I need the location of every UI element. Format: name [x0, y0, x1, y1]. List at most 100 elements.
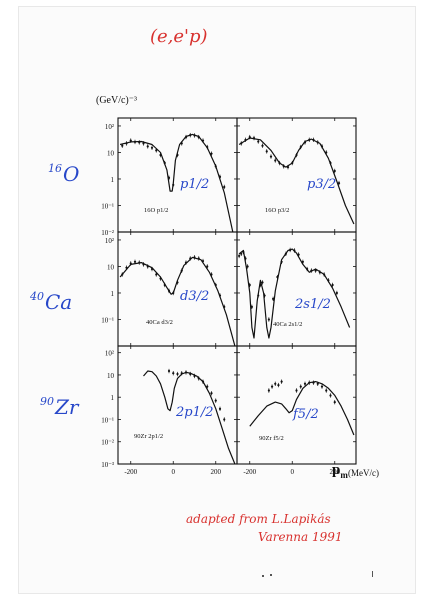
data-point	[163, 283, 166, 287]
state-label: 40Ca d3/2	[146, 319, 173, 326]
data-point	[244, 257, 247, 260]
data-point	[159, 153, 162, 157]
data-point	[325, 389, 328, 392]
data-point	[286, 166, 290, 169]
x-tick-label: 200	[330, 468, 341, 476]
data-point	[133, 260, 137, 263]
data-point	[277, 383, 280, 387]
y-axis-units: (GeV/c)⁻³	[96, 95, 138, 106]
state-label: 90Zr 2p1/2	[134, 433, 163, 440]
x-tick-label: 200	[211, 468, 222, 476]
data-point	[138, 261, 141, 264]
data-point	[155, 273, 158, 276]
x-tick-label: -200	[124, 468, 137, 476]
panel-frame	[236, 345, 357, 465]
data-point	[142, 263, 145, 266]
theory-curve	[119, 133, 234, 233]
data-point	[172, 183, 175, 186]
panel-row1-left: 10² 10 1 10⁻¹ 10⁻² 16O p1/2 p1/2	[101, 117, 238, 237]
data-point	[308, 381, 311, 384]
data-point	[214, 283, 217, 287]
data-point	[316, 141, 319, 144]
data-point	[197, 257, 200, 260]
data-point	[306, 267, 309, 271]
data-point	[278, 161, 281, 165]
data-point	[193, 134, 196, 137]
data-point	[218, 407, 222, 410]
data-point	[242, 250, 245, 254]
y-tick-label: 10⁻¹	[101, 416, 114, 424]
panel-row3-right: -200 0 200 90Zr f5/2 f5/2	[236, 345, 357, 476]
data-point	[325, 151, 328, 154]
nucleus-mass: 90	[40, 395, 54, 408]
data-point	[280, 260, 283, 263]
x-axis-units: (MeV/c)	[348, 468, 379, 478]
nucleus-label-zr90: 90Zr	[40, 395, 78, 419]
data-point	[327, 279, 330, 282]
data-point	[240, 142, 243, 145]
data-point	[276, 275, 279, 279]
data-point	[272, 297, 275, 300]
data-point	[284, 252, 287, 255]
data-point	[167, 369, 171, 373]
missing-momentum-label: pm	[332, 462, 348, 480]
data-point	[312, 138, 315, 141]
handwritten-state-label: p3/2	[307, 177, 336, 192]
y-tick-label: 1	[111, 394, 115, 402]
data-point	[150, 146, 154, 149]
data-point	[318, 271, 321, 274]
data-point	[310, 269, 313, 272]
state-label: 90Zr f5/2	[259, 435, 284, 442]
data-point	[210, 152, 213, 155]
theory-curve	[238, 248, 351, 339]
data-point	[155, 149, 158, 152]
data-point	[223, 185, 226, 189]
data-point	[250, 305, 253, 308]
y-tick-label: 1	[111, 176, 115, 184]
data-point	[176, 281, 179, 284]
reaction-title: (e,e'p)	[150, 26, 208, 47]
x-tick-label: 0	[291, 468, 295, 476]
data-point	[201, 139, 205, 142]
data-point	[244, 138, 247, 141]
data-point	[201, 380, 205, 383]
y-tick-label: 10⁻²	[101, 439, 114, 447]
credit-line-1: adapted from L.Lapikás	[186, 512, 331, 526]
scanned-page	[18, 6, 416, 594]
x-tick-label: 0	[172, 468, 176, 476]
data-point	[133, 140, 137, 144]
data-point	[303, 382, 307, 385]
data-point	[261, 281, 264, 284]
y-tick-label: 10⁻¹	[101, 316, 114, 324]
data-point	[193, 256, 196, 259]
data-point	[142, 142, 145, 145]
nucleus-symbol: O	[63, 162, 80, 186]
data-point	[265, 150, 268, 153]
data-point	[180, 142, 183, 145]
data-point	[297, 253, 300, 256]
data-point	[189, 257, 192, 260]
data-point	[206, 145, 209, 149]
y-tick-label: 10²	[105, 237, 114, 245]
data-point	[329, 394, 332, 397]
data-point	[138, 141, 141, 144]
data-point	[206, 385, 209, 388]
data-point	[295, 153, 298, 157]
y-tick-label: 10⁻¹	[101, 202, 114, 210]
x-tick-label: -200	[243, 468, 256, 476]
data-point	[299, 145, 302, 149]
data-point	[218, 294, 222, 297]
data-point	[197, 377, 200, 380]
panel-row1-right: 16O p3/2 p3/2	[236, 117, 357, 233]
ink-speck	[270, 574, 272, 576]
y-tick-label: 10	[107, 372, 115, 380]
data-point	[259, 283, 262, 287]
y-tick-label: 10	[107, 263, 115, 271]
y-tick-label: 10	[107, 149, 115, 157]
data-point	[280, 380, 283, 383]
credit-line-2: Varenna 1991	[258, 530, 343, 544]
nucleus-label-ca40: 40Ca	[30, 290, 72, 314]
nucleus-mass: 40	[30, 290, 44, 303]
data-point	[167, 289, 171, 292]
